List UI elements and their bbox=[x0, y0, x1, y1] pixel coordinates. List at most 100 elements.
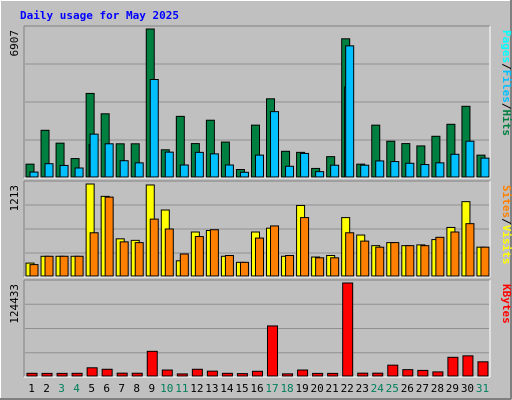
bar-sites-day-29 bbox=[450, 231, 460, 277]
x-tick-label-day-27: 27 bbox=[416, 382, 429, 395]
bar-sites-day-12 bbox=[194, 236, 204, 277]
y-max-label: 1213 bbox=[8, 185, 21, 212]
x-tick-label-day-2: 2 bbox=[43, 382, 50, 395]
bar-files-day-17 bbox=[270, 111, 280, 178]
bar-kbytes-day-6 bbox=[101, 368, 113, 377]
x-tick-label-day-8: 8 bbox=[133, 382, 140, 395]
x-tick-label-day-11: 11 bbox=[175, 382, 188, 395]
bar-kbytes-day-28 bbox=[432, 371, 444, 377]
bar-kbytes-day-3 bbox=[56, 372, 68, 377]
bar-sites-day-6 bbox=[104, 196, 114, 277]
bar-kbytes-day-2 bbox=[41, 372, 53, 377]
bar-sites-day-26 bbox=[405, 245, 415, 277]
x-tick-label-day-10: 10 bbox=[160, 382, 173, 395]
x-tick-label-day-14: 14 bbox=[220, 382, 234, 395]
legend-part: KBytes bbox=[500, 284, 512, 324]
bar-sites-day-3 bbox=[59, 255, 69, 277]
bar-kbytes-day-25 bbox=[387, 364, 399, 377]
x-tick-label-day-22: 22 bbox=[341, 382, 354, 395]
x-tick-label-day-13: 13 bbox=[205, 382, 218, 395]
bar-files-day-19 bbox=[300, 152, 310, 178]
bar-files-day-23 bbox=[360, 164, 370, 178]
bar-files-day-4 bbox=[74, 167, 84, 178]
bar-sites-day-17 bbox=[270, 225, 280, 277]
x-tick-label-day-3: 3 bbox=[58, 382, 65, 395]
bar-kbytes-day-7 bbox=[116, 372, 128, 377]
x-tick-label-day-25: 25 bbox=[386, 382, 399, 395]
bar-files-day-11 bbox=[179, 164, 189, 178]
legend-part: Files bbox=[500, 70, 512, 103]
bar-kbytes-day-22 bbox=[342, 282, 354, 377]
x-tick-label-day-26: 26 bbox=[401, 382, 414, 395]
bar-sites-day-13 bbox=[209, 229, 219, 277]
bar-kbytes-day-23 bbox=[357, 372, 369, 377]
bar-sites-day-14 bbox=[224, 255, 234, 277]
legend-part: / bbox=[500, 103, 512, 110]
bar-sites-day-2 bbox=[44, 255, 54, 277]
x-tick-label-day-21: 21 bbox=[326, 382, 339, 395]
bar-sites-day-21 bbox=[330, 257, 340, 277]
bar-kbytes-day-31 bbox=[477, 361, 489, 377]
bar-sites-day-9 bbox=[149, 218, 159, 277]
x-tick-label-day-12: 12 bbox=[190, 382, 203, 395]
bar-files-day-12 bbox=[194, 151, 204, 178]
bar-sites-day-30 bbox=[465, 223, 475, 277]
x-tick-label-day-5: 5 bbox=[88, 382, 95, 395]
bar-sites-day-1 bbox=[29, 264, 39, 277]
bar-files-day-28 bbox=[435, 162, 445, 178]
panel-kbytes: 124433 KBytes bbox=[8, 279, 512, 378]
bar-files-day-16 bbox=[254, 154, 264, 178]
x-tick-label-day-16: 16 bbox=[250, 382, 263, 395]
bar-files-day-13 bbox=[209, 153, 219, 178]
bar-sites-day-8 bbox=[134, 242, 144, 277]
bar-sites-day-4 bbox=[74, 255, 84, 277]
bar-files-day-14 bbox=[224, 164, 234, 178]
bar-sites-day-27 bbox=[420, 245, 430, 277]
x-tick-label-day-19: 19 bbox=[295, 382, 308, 395]
series-legend-label: KBytes bbox=[500, 284, 512, 324]
bar-kbytes-day-11 bbox=[176, 373, 188, 377]
bar-files-day-22 bbox=[345, 45, 355, 178]
x-tick-label-day-31: 31 bbox=[476, 382, 489, 395]
bar-files-day-21 bbox=[330, 164, 340, 178]
bar-sites-day-22 bbox=[345, 232, 355, 277]
bar-kbytes-day-13 bbox=[206, 370, 218, 377]
bar-kbytes-day-4 bbox=[71, 372, 83, 377]
bar-kbytes-day-8 bbox=[131, 372, 143, 377]
bar-sites-day-19 bbox=[300, 217, 310, 277]
bar-sites-day-11 bbox=[179, 253, 189, 277]
bar-sites-day-23 bbox=[360, 240, 370, 277]
bar-kbytes-day-10 bbox=[161, 369, 173, 377]
bar-sites-day-25 bbox=[390, 242, 400, 277]
bar-kbytes-day-1 bbox=[26, 372, 38, 377]
bar-files-day-7 bbox=[119, 160, 129, 178]
legend-part: / bbox=[500, 218, 512, 225]
bar-files-day-26 bbox=[405, 162, 415, 178]
bar-kbytes-day-15 bbox=[236, 373, 248, 377]
bar-kbytes-day-26 bbox=[402, 369, 414, 377]
legend-part: Hits bbox=[500, 110, 512, 137]
bar-sites-day-15 bbox=[239, 261, 249, 277]
bar-files-day-25 bbox=[390, 161, 400, 178]
bar-sites-day-18 bbox=[285, 255, 295, 277]
bar-sites-day-28 bbox=[435, 236, 445, 277]
bar-files-day-10 bbox=[164, 151, 174, 178]
bar-sites-day-5 bbox=[89, 232, 99, 277]
series-legend-label: Pages/Files/Hits bbox=[500, 30, 512, 136]
bar-kbytes-day-30 bbox=[462, 355, 474, 377]
bar-files-day-24 bbox=[375, 160, 385, 178]
bar-kbytes-day-19 bbox=[297, 369, 309, 377]
bar-sites-day-16 bbox=[254, 237, 264, 277]
bar-files-day-18 bbox=[285, 165, 295, 178]
bar-sites-day-31 bbox=[480, 246, 490, 277]
bar-files-day-8 bbox=[134, 162, 144, 178]
bar-files-day-30 bbox=[465, 140, 475, 178]
bar-sites-day-20 bbox=[315, 257, 325, 277]
bar-kbytes-day-17 bbox=[267, 325, 279, 377]
bar-sites-day-7 bbox=[119, 241, 129, 277]
bar-sites-day-10 bbox=[164, 228, 174, 277]
bar-sites-day-24 bbox=[375, 246, 385, 277]
x-tick-label-day-9: 9 bbox=[148, 382, 155, 395]
x-tick-label-day-20: 20 bbox=[311, 382, 324, 395]
